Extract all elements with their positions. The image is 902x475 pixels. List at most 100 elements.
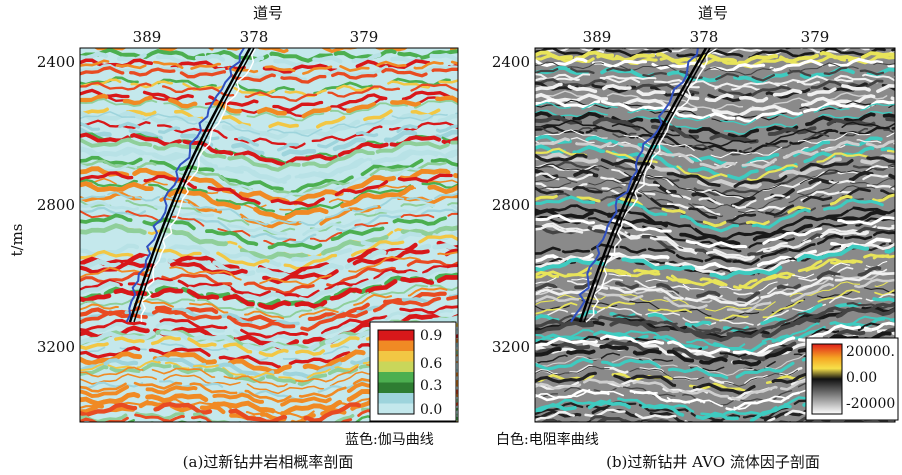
- well-curve: [128, 48, 252, 323]
- x-tick-label: 379: [801, 28, 830, 46]
- texture-stripe: [535, 302, 895, 339]
- texture-stripe: [535, 321, 895, 357]
- texture-stripe: [80, 166, 458, 206]
- y-tick-label: 3200: [37, 338, 75, 356]
- texture-stripe: [535, 315, 895, 351]
- y-tick-label: 2400: [492, 53, 530, 71]
- texture-stripe: [535, 306, 895, 342]
- x-axis-title: 道号: [698, 4, 728, 22]
- colorbar-swatch: [378, 330, 414, 341]
- texture-stripe: [535, 144, 895, 181]
- texture-stripe: [80, 213, 458, 251]
- texture-stripe: [535, 301, 895, 335]
- texture-stripe: [80, 105, 458, 131]
- texture-stripe: [535, 129, 895, 159]
- colorbar-swatch: [378, 351, 414, 362]
- texture-stripe: [535, 101, 895, 126]
- colorbar-swatch: [378, 340, 414, 351]
- colorbar-label: 0.3: [420, 378, 442, 394]
- texture-stripe: [80, 199, 458, 236]
- texture-stripe: [80, 284, 458, 319]
- colorbar-label: 0.9: [420, 328, 442, 344]
- texture-stripe: [535, 176, 895, 211]
- panel-a-frame: [79, 47, 459, 423]
- well-curve: [140, 48, 257, 323]
- texture-stripe: [535, 73, 895, 91]
- texture-stripe: [535, 115, 895, 144]
- texture-stripe: [80, 200, 458, 239]
- texture-stripe: [535, 241, 895, 277]
- texture-stripe: [535, 53, 895, 69]
- texture-stripe: [535, 331, 895, 367]
- colorbar-label: -20000: [846, 396, 895, 412]
- texture-stripe: [535, 271, 895, 307]
- texture-stripe: [535, 222, 895, 259]
- texture-stripe: [535, 214, 895, 251]
- colorbar-frame: [377, 329, 415, 415]
- texture-stripe: [80, 51, 458, 68]
- x-tick-label: 389: [133, 28, 162, 46]
- x-tick-label: 378: [240, 28, 269, 46]
- texture-stripe: [535, 160, 895, 196]
- colorbar-label: 20000.: [846, 344, 895, 360]
- texture-stripe: [80, 155, 458, 195]
- texture-stripe: [535, 163, 895, 201]
- texture-stripe: [80, 147, 458, 185]
- texture-stripe: [535, 195, 895, 233]
- well-curve: [578, 48, 708, 323]
- colorbar-gradient: [811, 343, 843, 415]
- colorbar-label: 0.6: [420, 356, 442, 372]
- y-tick-label: 2400: [37, 53, 75, 71]
- texture-stripe: [80, 64, 458, 82]
- colorbar-label: 0.0: [420, 402, 442, 418]
- texture-stripe: [80, 294, 458, 332]
- texture-stripe: [535, 98, 895, 123]
- colorbar-swatch: [378, 372, 414, 383]
- texture-stripe: [535, 82, 895, 103]
- texture-stripe: [80, 132, 458, 167]
- y-tick-label: 2800: [37, 196, 75, 214]
- texture-stripe: [535, 153, 895, 190]
- y-axis-title: t/ms: [8, 223, 26, 256]
- texture-stripe: [80, 206, 458, 244]
- x-tick-label: 389: [583, 28, 612, 46]
- texture-stripe: [80, 110, 458, 140]
- legend-blue: 蓝色:伽马曲线: [345, 431, 434, 448]
- texture-stripe: [535, 357, 895, 393]
- texture-stripe: [80, 265, 458, 303]
- texture-stripe: [535, 109, 895, 135]
- texture-stripe: [80, 223, 458, 261]
- texture-stripe: [80, 126, 458, 160]
- texture-stripe: [535, 134, 895, 168]
- texture-stripe: [80, 78, 458, 98]
- caption: (a)过新钻井岩相概率剖面: [183, 453, 354, 471]
- texture-stripe: [80, 111, 458, 137]
- texture-stripe: [535, 237, 895, 274]
- texture-stripe: [535, 304, 895, 340]
- well-curve: [570, 48, 699, 323]
- texture-stripe: [535, 137, 895, 170]
- texture-stripe: [80, 191, 458, 229]
- texture-stripe: [80, 365, 458, 401]
- colorbar-label: 0.00: [846, 370, 877, 386]
- texture-stripe: [535, 163, 895, 199]
- caption: (b)过新钻井 AVO 流体因子剖面: [606, 453, 820, 471]
- texture-stripe: [535, 152, 895, 189]
- texture-stripe: [80, 210, 458, 247]
- texture-stripe: [535, 191, 895, 228]
- texture-stripe: [535, 322, 895, 358]
- texture-stripe: [535, 147, 895, 182]
- x-tick-label: 379: [350, 28, 379, 46]
- texture-stripe: [80, 305, 458, 339]
- x-tick-label: 378: [690, 28, 719, 46]
- texture-stripe: [80, 137, 458, 172]
- texture-stripe: [535, 260, 895, 293]
- texture-stripe: [535, 224, 895, 262]
- texture-stripe: [80, 159, 458, 197]
- texture-stripe: [535, 339, 895, 372]
- texture-stripe: [535, 182, 895, 218]
- texture-stripe: [80, 65, 458, 84]
- texture-stripe: [80, 178, 458, 217]
- texture-stripe: [535, 286, 895, 321]
